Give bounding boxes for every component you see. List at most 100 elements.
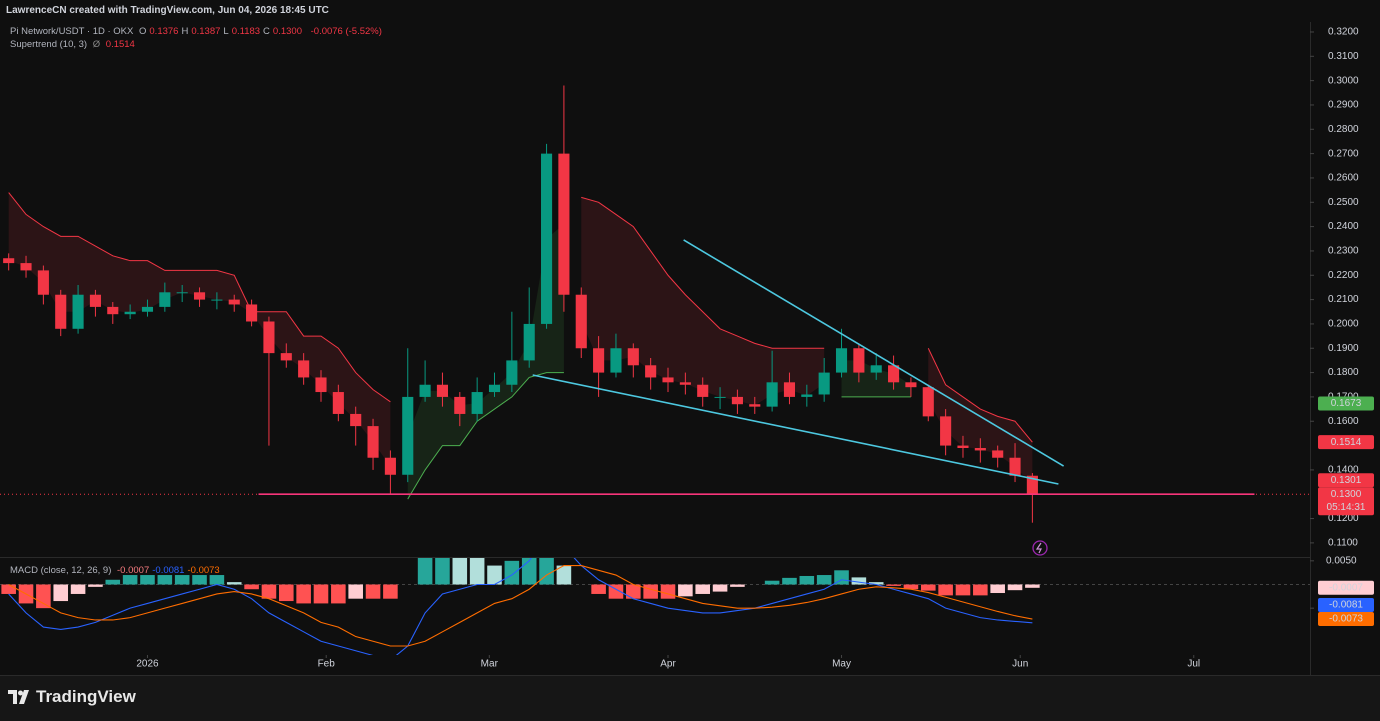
histogram-bar: [53, 584, 69, 602]
y-tick-label: 0.1100: [1328, 538, 1358, 549]
histogram-bar: [226, 582, 242, 585]
y-tick-label: 0.0050: [1326, 555, 1357, 566]
histogram-bar: [348, 584, 363, 599]
supertrend-fill: [581, 197, 825, 406]
histogram-bar: [174, 575, 190, 585]
indicator-value: 0.1514: [105, 39, 135, 50]
candle-body: [141, 306, 154, 312]
candle-body: [246, 304, 258, 322]
candle-body: [783, 382, 796, 397]
histogram-bar: [279, 584, 294, 602]
candle-body: [627, 348, 639, 366]
event-bolt: [1035, 542, 1042, 554]
histogram-bar: [122, 575, 138, 585]
ohlc-value: 0.1387: [191, 26, 221, 37]
change: -0.0076 (-5.52%): [310, 26, 382, 37]
candle-body: [870, 365, 882, 373]
ohlc-key: L: [223, 26, 229, 37]
supertrend-line: [581, 196, 825, 349]
histogram-bar: [1, 584, 16, 594]
symbol-legend: Pi Network/USDT · 1D · OKX O 0.1376 H 0.138…: [10, 26, 385, 37]
y-tick-label: 0.3200: [1328, 27, 1359, 38]
ohlc-key: H: [181, 26, 189, 37]
histogram-bar: [383, 584, 398, 599]
candle-body: [228, 299, 240, 305]
histogram-bar: [244, 584, 259, 590]
histogram-bar: [591, 584, 606, 594]
price-tag-label: 0.1300: [1331, 489, 1362, 500]
y-tick-label: 0.1800: [1328, 367, 1359, 378]
event-icon: [1032, 540, 1048, 556]
ohlc-value: 0.1300: [272, 26, 302, 37]
candle-body: [20, 263, 32, 271]
supertrend-fill: [407, 224, 564, 500]
candle-body: [957, 445, 969, 449]
histogram-bar: [608, 584, 624, 599]
indicator-legend: Supertrend (10, 3) Ø 0.1514: [10, 39, 138, 50]
y-tick-label: 0.1600: [1328, 416, 1359, 427]
price-tag-label: -0.0073: [1329, 614, 1363, 625]
axes: 0.3200 0.3100 0.3000 0.2900 0.2800 0.2700 0.26…: [136, 27, 1374, 670]
histogram-bar: [556, 565, 572, 585]
histogram-bar: [920, 584, 936, 591]
histogram-bar: [816, 575, 832, 585]
candle-body: [263, 321, 275, 354]
y-tick-label: 0.3100: [1328, 51, 1359, 62]
histogram-bar: [955, 584, 971, 596]
histogram-bar: [730, 584, 745, 587]
histogram-bar: [886, 584, 901, 586]
histogram-bar: [331, 584, 346, 604]
candle-body: [124, 311, 136, 315]
candle-body: [315, 377, 327, 393]
price-tag: [1318, 435, 1374, 450]
y-tick-label: 0.2800: [1328, 124, 1359, 135]
x-tick-label: Apr: [660, 659, 676, 670]
candle-body: [419, 384, 431, 397]
candle-body: [818, 372, 830, 395]
histogram-bar: [799, 575, 815, 585]
histogram-bar: [626, 584, 641, 599]
histogram-bar: [417, 558, 433, 585]
candle-body: [749, 404, 761, 407]
candle-body: [159, 292, 171, 307]
brand: TradingView: [8, 687, 136, 707]
candle-body: [645, 365, 657, 378]
y-tick-label: 0.2200: [1328, 270, 1359, 281]
candle-body: [974, 448, 986, 451]
candle-body: [471, 392, 483, 414]
y-tick-label: 0.1900: [1328, 343, 1359, 354]
price-tag: [1318, 580, 1374, 595]
candle-body: [280, 353, 292, 361]
x-tick-label: 2026: [136, 659, 159, 670]
histogram-bar: [834, 570, 849, 585]
y-tick-label: 0.2400: [1328, 221, 1359, 232]
candle-body: [731, 396, 743, 405]
supertrend-line: [927, 348, 1033, 443]
candle-body: [905, 382, 917, 388]
candle-body: [37, 270, 49, 295]
candle-body: [55, 294, 67, 329]
x-tick-label: May: [832, 659, 851, 670]
macd-legend-value: -0.0073: [187, 565, 220, 576]
brand-logo: [8, 690, 29, 704]
y-tick-label: 0.2900: [1328, 100, 1359, 111]
macd-legend: MACD (close, 12, 26, 9) -0.0007 -0.0081 -0…: [10, 565, 223, 576]
visibility-icon: Ø: [92, 39, 101, 50]
histogram-bar: [938, 584, 953, 596]
candle-body: [610, 348, 622, 373]
candle-body: [662, 377, 674, 383]
histogram-bar: [435, 558, 450, 585]
macd-pane: [0, 558, 1310, 655]
histogram-bar: [782, 577, 797, 585]
histogram-bar: [469, 558, 485, 585]
histogram-bar: [678, 584, 693, 597]
histogram-bar: [643, 584, 658, 599]
price-tag-label: 0.1673: [1331, 398, 1362, 409]
histogram-bar: [764, 580, 780, 585]
y-tick-label: 0.2000: [1328, 319, 1359, 330]
candle-body: [72, 294, 84, 329]
y-tick-label: 0.2100: [1328, 294, 1359, 305]
candle-body: [211, 299, 223, 301]
histogram-bar: [36, 584, 51, 609]
candle-body: [367, 426, 379, 458]
